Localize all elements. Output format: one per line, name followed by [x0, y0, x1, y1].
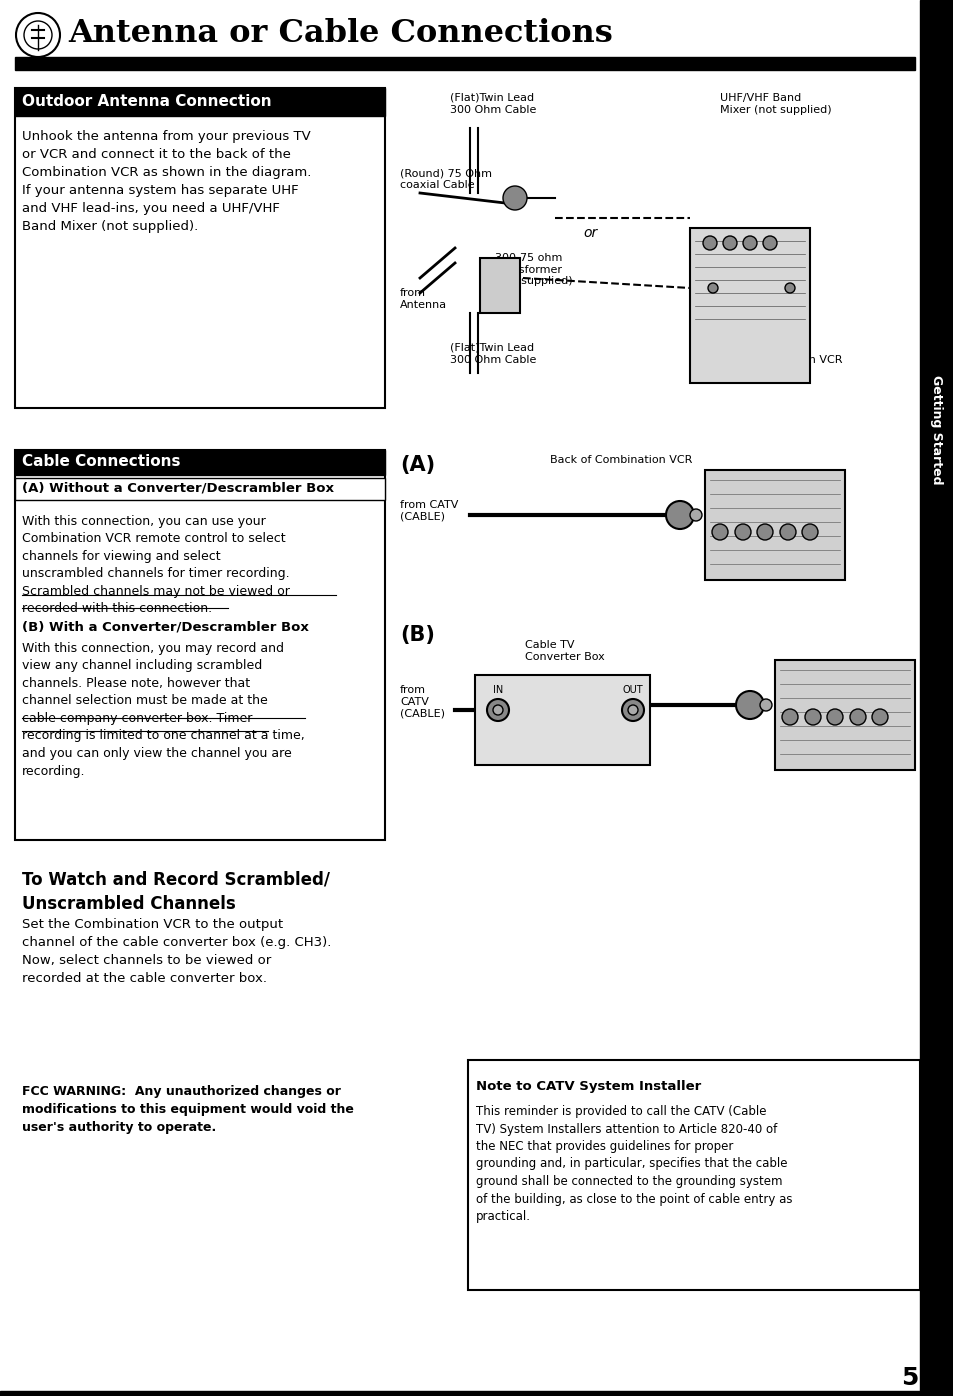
Circle shape: [502, 186, 526, 209]
Circle shape: [735, 691, 763, 719]
Circle shape: [707, 283, 718, 293]
Text: FCC WARNING:  Any unauthorized changes or
modifications to this equipment would : FCC WARNING: Any unauthorized changes or…: [22, 1085, 354, 1134]
Circle shape: [711, 524, 727, 540]
Circle shape: [780, 524, 795, 540]
Bar: [919, 0, 953, 1396]
Circle shape: [493, 705, 502, 715]
Text: IN: IN: [493, 685, 502, 695]
Circle shape: [621, 699, 643, 720]
Text: 300-75 ohm
Transformer
(not supplied): 300-75 ohm Transformer (not supplied): [495, 253, 572, 286]
Text: (A): (A): [399, 455, 435, 475]
Circle shape: [757, 524, 772, 540]
Text: Set the Combination VCR to the output
channel of the cable converter box (e.g. C: Set the Combination VCR to the output ch…: [22, 919, 331, 986]
Circle shape: [16, 13, 60, 57]
Circle shape: [689, 510, 701, 521]
Text: Cable Connections: Cable Connections: [22, 455, 180, 469]
Bar: [15, 88, 385, 116]
Circle shape: [665, 501, 693, 529]
Text: OUT: OUT: [622, 685, 642, 695]
Bar: [479, 258, 519, 313]
Text: Getting Started: Getting Started: [929, 376, 943, 484]
Bar: [0, 1390, 919, 1396]
Text: Unhook the antenna from your previous TV
or VCR and connect it to the back of th: Unhook the antenna from your previous TV…: [22, 130, 311, 233]
Circle shape: [804, 709, 821, 725]
Text: With this connection, you can use your
Combination VCR remote control to select
: With this connection, you can use your C…: [22, 515, 290, 616]
Text: (Flat)Twin Lead
300 Ohm Cable: (Flat)Twin Lead 300 Ohm Cable: [450, 94, 536, 114]
Text: from
CATV
(CABLE): from CATV (CABLE): [399, 685, 444, 718]
Text: To Watch and Record Scrambled/
Unscrambled Channels: To Watch and Record Scrambled/ Unscrambl…: [22, 870, 330, 913]
Text: Note to CATV System Installer: Note to CATV System Installer: [476, 1081, 700, 1093]
Text: Outdoor Antenna Connection: Outdoor Antenna Connection: [22, 95, 272, 109]
Circle shape: [781, 709, 797, 725]
Text: Antenna or Cable Connections: Antenna or Cable Connections: [68, 18, 612, 49]
Text: (Flat)Twin Lead
300 Ohm Cable: (Flat)Twin Lead 300 Ohm Cable: [450, 343, 536, 364]
Text: (A) Without a Converter/Descrambler Box: (A) Without a Converter/Descrambler Box: [22, 482, 334, 494]
Circle shape: [826, 709, 842, 725]
Bar: [15, 88, 385, 408]
Circle shape: [871, 709, 887, 725]
Text: or: or: [582, 226, 597, 240]
Circle shape: [486, 699, 509, 720]
Text: Back of
Combination VCR: Back of Combination VCR: [744, 343, 841, 364]
Circle shape: [722, 236, 737, 250]
Bar: [468, 1060, 919, 1290]
Bar: [704, 470, 844, 579]
Text: from CATV
(CABLE): from CATV (CABLE): [399, 500, 457, 522]
Text: (B) With a Converter/Descrambler Box: (B) With a Converter/Descrambler Box: [22, 620, 309, 632]
Circle shape: [801, 524, 817, 540]
Circle shape: [742, 236, 757, 250]
Bar: [15, 477, 385, 500]
Text: UHF/VHF Band
Mixer (not supplied): UHF/VHF Band Mixer (not supplied): [720, 94, 831, 114]
Bar: [774, 660, 914, 771]
Text: from
Antenna: from Antenna: [399, 288, 447, 310]
Text: (Round) 75 Ohm
coaxial Cable: (Round) 75 Ohm coaxial Cable: [399, 168, 492, 190]
Text: This reminder is provided to call the CATV (Cable
TV) System Installers attentio: This reminder is provided to call the CA…: [476, 1106, 792, 1223]
Bar: [15, 57, 914, 70]
Bar: [15, 450, 385, 475]
Circle shape: [627, 705, 638, 715]
Circle shape: [849, 709, 865, 725]
Circle shape: [24, 21, 52, 49]
Circle shape: [760, 699, 771, 711]
Bar: [475, 676, 649, 765]
Text: Cable TV
Converter Box: Cable TV Converter Box: [524, 639, 604, 662]
Circle shape: [784, 283, 794, 293]
Bar: [689, 228, 809, 383]
Circle shape: [734, 524, 750, 540]
Bar: [15, 450, 385, 840]
Text: With this connection, you may record and
view any channel including scrambled
ch: With this connection, you may record and…: [22, 642, 304, 778]
Text: (B): (B): [399, 625, 435, 645]
Text: 5: 5: [901, 1367, 918, 1390]
Circle shape: [702, 236, 717, 250]
Circle shape: [762, 236, 776, 250]
Text: Back of Combination VCR: Back of Combination VCR: [550, 455, 692, 465]
